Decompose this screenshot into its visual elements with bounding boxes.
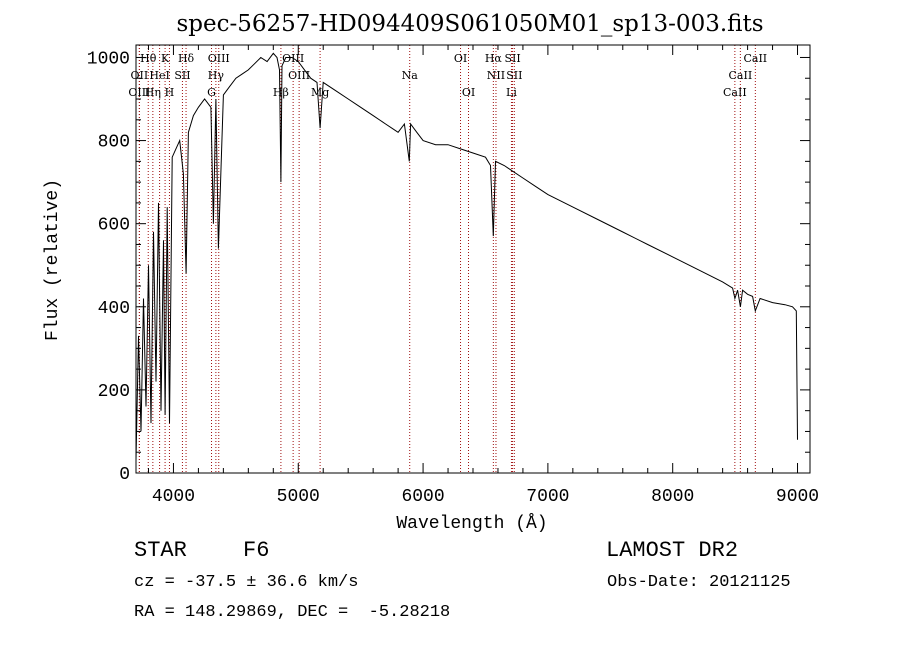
x-axis: 4000 5000 6000 7000 8000 9000 (147, 45, 819, 507)
x-tick-label: 6000 (401, 487, 444, 507)
y-tick-label: 400 (98, 299, 130, 319)
plot-frame (135, 44, 811, 474)
chart-title: spec-56257-HD094409S061050M01_sp13-003.f… (176, 11, 763, 37)
y-axis: 0 200 400 600 800 1000 (87, 49, 810, 485)
line-id-label: CaII (723, 86, 747, 99)
line-id-markers (138, 45, 756, 473)
line-id-label: OIII (288, 69, 310, 82)
line-id-label: HeI (149, 69, 169, 82)
line-id-label: CaII (729, 69, 753, 82)
x-tick-label: 4000 (152, 487, 195, 507)
line-id-label: Hθ (140, 52, 157, 65)
object-class: STAR (134, 538, 187, 563)
y-tick-label: 1000 (87, 49, 130, 69)
redshift-readout: cz = -37.5 ± 36.6 km/s (134, 573, 359, 592)
line-id-label: SII (506, 69, 522, 82)
line-id-label: G (207, 86, 216, 99)
line-id-label: OI (454, 52, 467, 65)
spectrum-line (135, 52, 798, 461)
x-tick-label: 8000 (651, 487, 694, 507)
line-id-label: Mg (311, 86, 329, 99)
line-id-label: Hη (145, 86, 161, 99)
y-tick-label: 800 (98, 133, 130, 153)
line-id-label: Hα (485, 52, 503, 65)
line-id-label: NII (487, 69, 505, 82)
line-id-label: OIII (128, 86, 150, 99)
line-id-label: Hγ (208, 69, 225, 82)
obs-date: Obs-Date: 20121125 (607, 573, 791, 592)
line-id-label: Hβ (273, 86, 289, 99)
y-tick-label: 200 (98, 382, 130, 402)
survey-name: LAMOST DR2 (606, 538, 739, 563)
x-tick-label: 5000 (277, 487, 320, 507)
y-axis-label: Flux (relative) (43, 179, 63, 341)
x-axis-label: Wavelength (Å) (396, 513, 547, 534)
line-id-label: CaII (743, 52, 767, 65)
line-id-label: Li (506, 86, 517, 99)
line-id-label: SII (504, 52, 520, 65)
line-id-label: OI (462, 86, 475, 99)
spectrum-chart: spec-56257-HD094409S061050M01_sp13-003.f… (43, 11, 819, 534)
line-id-label: Na (402, 69, 419, 82)
spectral-subclass: F6 (243, 538, 270, 563)
line-id-label: Hδ (178, 52, 195, 65)
y-tick-label: 600 (98, 216, 130, 236)
line-id-label: H (165, 86, 175, 99)
y-tick-label: 0 (119, 465, 130, 485)
line-id-label: OII (131, 69, 149, 82)
x-tick-label: 7000 (526, 487, 569, 507)
x-tick-label: 9000 (776, 487, 819, 507)
line-id-label: K (161, 52, 170, 65)
line-id-label: SII (174, 69, 190, 82)
line-id-label: OIII (208, 52, 230, 65)
coordinates: RA = 148.29869, DEC = -5.28218 (134, 603, 451, 622)
